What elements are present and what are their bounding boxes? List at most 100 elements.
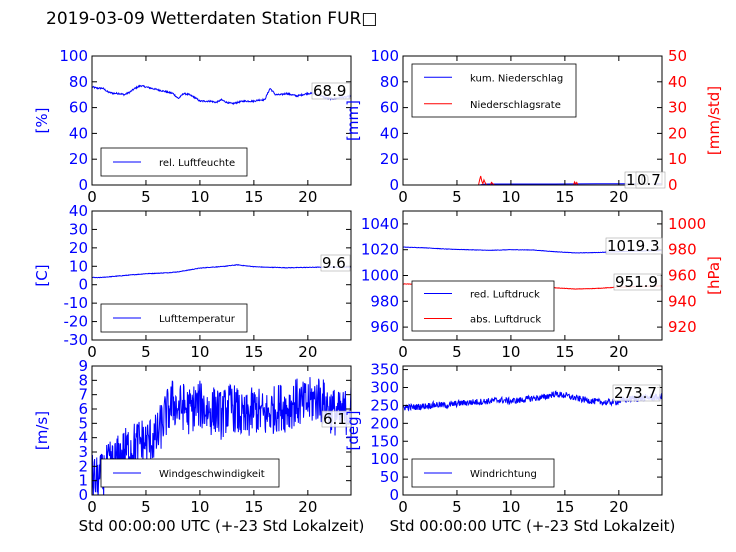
x-axis-label: Std 00:00:00 UTC (+-23 Std Lokalzeit) (79, 517, 365, 535)
y-tick-label: 20 (69, 239, 88, 257)
y-axis-label: [mm] (344, 100, 362, 141)
legend-entry: Lufttemperatur (159, 314, 236, 325)
legend-box (411, 280, 555, 332)
y2-tick-label: 40 (668, 73, 687, 91)
y-tick-label: 0 (389, 176, 399, 194)
figure-title: 2019-03-09 Wetterdaten Station FUR□ (46, 9, 378, 29)
legend: red. Luftdruck abs. Luftdruck (411, 280, 555, 332)
y2-tick-label: 920 (668, 318, 697, 336)
x-tick-label: 0 (87, 498, 97, 516)
legend-entry: Windgeschwindigkeit (159, 469, 265, 480)
y2-tick-label: 960 (668, 267, 697, 285)
x-tick-label: 0 (398, 188, 408, 206)
x-tick-label: 10 (190, 498, 209, 516)
y-tick-label: 0 (78, 176, 88, 194)
y-tick-label: 20 (380, 150, 399, 168)
value-label-box (635, 171, 666, 189)
y2-tick-label: 50 (668, 47, 687, 65)
x-tick-label: 5 (141, 498, 151, 516)
x-tick-label: 20 (609, 188, 628, 206)
x-tick-label: 20 (298, 343, 317, 361)
y-tick-label: 7 (78, 386, 88, 404)
x-tick-label: 5 (452, 343, 462, 361)
y-tick-label: 8 (78, 371, 88, 389)
y-tick-label: -30 (64, 331, 89, 349)
y-tick-label: 2 (78, 457, 88, 475)
y-tick-label: 40 (69, 124, 88, 142)
legend-entry: red. Luftdruck (470, 290, 540, 301)
x-tick-label: 5 (141, 188, 151, 206)
x-axis-label: Std 00:00:00 UTC (+-23 Std Lokalzeit) (390, 517, 676, 535)
chart-panel-3: 0 5 10 15 20-30-20-10010203040[C]Lufttempera… (33, 202, 352, 361)
chart-panel-4: 0 5 10 15 20 960 980 1000 1020 1040 920 940 960 980 10… (361, 210, 723, 361)
y-tick-label: 1 (78, 472, 88, 490)
y-tick-label: 80 (69, 73, 88, 91)
y-axis-label: [C] (33, 264, 51, 286)
x-tick-label: 20 (609, 343, 628, 361)
x-tick-label: 15 (244, 343, 263, 361)
y-tick-label: -10 (64, 294, 89, 312)
value-label-box (605, 237, 663, 255)
y-tick-label: 3 (78, 443, 88, 461)
y-tick-label: 0 (78, 486, 88, 504)
x-tick-label: 20 (298, 188, 317, 206)
value-label-box (613, 273, 662, 291)
chart-panel-2: 0 5 10 15 20 0 20 40 60 80 100 0 10 20 30 40 50 [mm] [mm/s… (344, 47, 723, 206)
legend: kum. Niederschlag Niederschlagsrate (411, 63, 577, 118)
y2-tick-label: 1000 (668, 215, 706, 233)
y-axis-label: [%] (33, 108, 51, 134)
y-tick-label: -20 (64, 313, 89, 331)
y-tick-label: 200 (370, 414, 399, 432)
y-tick-label: 0 (389, 486, 399, 504)
y-tick-label: 100 (370, 47, 399, 65)
value-label-box (612, 384, 661, 402)
value-label: 273.7 (614, 384, 657, 402)
x-tick-label: 20 (298, 498, 317, 516)
y-tick-label: 60 (69, 99, 88, 117)
y-tick-label: 9 (78, 357, 88, 375)
x-tick-label: 15 (555, 498, 574, 516)
y2-tick-label: 10 (668, 150, 687, 168)
x-tick-label: 15 (244, 498, 263, 516)
series-line-1 (403, 390, 662, 412)
x-tick-label: 15 (555, 343, 574, 361)
y-tick-label: 4 (78, 429, 88, 447)
y-tick-label: 150 (370, 432, 399, 450)
x-tick-label: 0 (87, 188, 97, 206)
x-tick-label: 10 (501, 498, 520, 516)
legend-entry: Windrichtung (470, 469, 537, 480)
x-tick-label: 10 (190, 188, 209, 206)
value-label-box (311, 82, 351, 100)
axes-frame (402, 365, 663, 496)
value-label: 9.6 (322, 254, 346, 272)
legend-entry: abs. Luftdruck (470, 315, 541, 326)
y-tick-label: 6 (78, 400, 88, 418)
x-tick-label: 10 (501, 343, 520, 361)
legend: Windrichtung (411, 458, 555, 488)
y-tick-label: 250 (370, 396, 399, 414)
series-line-1 (92, 84, 351, 106)
y-tick-label: 40 (69, 202, 88, 220)
y-axis-label: [deg] (344, 411, 362, 451)
y-tick-label: 350 (370, 361, 399, 379)
y2-tick-label: 20 (668, 124, 687, 142)
legend-entry: kum. Niederschlag (470, 73, 563, 84)
series-line-1 (92, 264, 351, 279)
axes-frame (402, 55, 663, 186)
value-label-box (320, 254, 351, 272)
y-tick-label: 40 (380, 124, 399, 142)
axes-frame (91, 210, 352, 341)
x-tick-label: 15 (555, 188, 574, 206)
legend-entry: Niederschlagsrate (470, 100, 561, 111)
y-tick-label: 100 (370, 450, 399, 468)
x-tick-label: 5 (141, 343, 151, 361)
value-label: 0.7 (637, 171, 661, 189)
chart-panel-1: 0 5 10 15 20 0 20 40 60 80 100 [%] rel. Luftfeuchte 6… (33, 47, 352, 206)
y2-axis-label: [hPa] (705, 256, 723, 295)
y2-tick-label: 0 (668, 176, 678, 194)
x-tick-label: 5 (452, 188, 462, 206)
legend: Lufttemperatur (100, 303, 248, 333)
value-label: 1019.3 (607, 237, 660, 255)
